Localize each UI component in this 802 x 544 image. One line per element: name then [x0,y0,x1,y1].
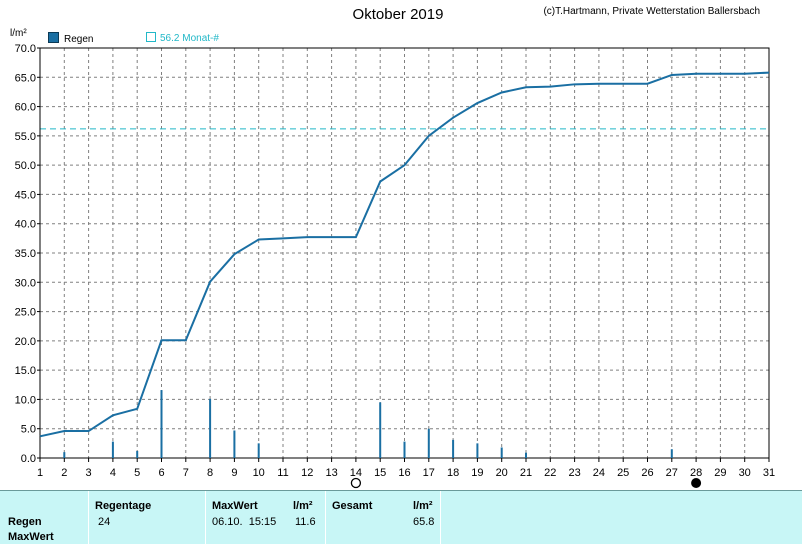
y-tick-label: 70.0 [15,43,36,55]
x-tick-label: 22 [544,467,556,479]
y-tick-label: 35.0 [15,248,36,260]
stats-maxwert-date: 06.10. 15:15 [212,516,277,528]
daily-rain-bar [257,443,260,458]
x-tick-label: 3 [86,467,92,479]
x-tick-label: 6 [158,467,164,479]
x-tick-label: 7 [183,467,189,479]
y-tick-label: 45.0 [15,189,36,201]
y-tick-label: 60.0 [15,102,36,114]
daily-rain-bar [500,447,503,458]
x-tick-label: 5 [134,467,140,479]
x-tick-label: 2 [61,467,67,479]
x-tick-label: 1 [37,467,43,479]
y-tick-label: 55.0 [15,131,36,143]
legend-swatch-monat [146,32,156,42]
y-tick-label: 15.0 [15,365,36,377]
x-tick-label: 16 [398,467,410,479]
stats-maxwert-value: 11.6 [295,516,316,528]
x-tick-label: 29 [714,467,726,479]
x-tick-label: 10 [253,467,265,479]
stats-divider [205,491,206,544]
rain-chart: 0.0 5.0 10.0 15.0 20.0 25.0 30.0 35.0 40.0 45.0 50… [15,43,775,489]
x-tick-label: 27 [666,467,678,479]
x-tick-label: 13 [325,467,337,479]
daily-rain-bar [452,439,455,458]
new-moon-marker [691,478,702,488]
daily-rain-bar [63,452,66,458]
x-tick-label: 18 [447,467,459,479]
legend-label-regen: Regen [64,34,94,45]
y-tick-label: 25.0 [15,307,36,319]
stats-header-maxwert-unit: l/m² [293,500,313,512]
x-tick-label: 9 [231,467,237,479]
daily-rain-bar [160,390,163,458]
y-tick-label: 20.0 [15,336,36,348]
daily-rain-bar [209,398,212,458]
legend-item-regen[interactable]: Regen [48,32,93,45]
stats-header-gesamt: Gesamt [332,500,373,512]
stats-divider [88,491,89,544]
x-tick-label: 23 [568,467,580,479]
stats-header-maxwert: MaxWert [212,500,258,512]
legend-item-monat[interactable]: 56.2 Monat-# [146,32,219,44]
daily-rain-bar [233,430,236,458]
x-tick-label: 11 [277,467,288,479]
x-tick-label: 28 [690,467,702,479]
daily-rain-bar [525,452,527,458]
x-tick-label: 4 [110,467,116,479]
x-tick-label: 15 [374,467,386,479]
stats-header-regentage: Regentage [95,500,152,512]
stats-regentage-value: 24 [98,516,111,528]
y-tick-label: 30.0 [15,277,36,289]
x-tick-label: 30 [739,467,751,479]
daily-rain-bar [670,449,673,458]
y-tick-label: 0.0 [21,453,36,465]
y-tick-label: 10.0 [15,394,36,406]
daily-rain-bar [403,441,406,458]
daily-rain-bar [379,402,382,458]
full-moon-marker [350,477,362,489]
x-tick-label: 25 [617,467,629,479]
x-tick-label: 20 [496,467,508,479]
x-tick-label: 14 [350,467,362,479]
y-tick-label: 65.0 [15,72,36,84]
legend-label-monat: 56.2 Monat-# [160,33,219,44]
stats-row-label-regen: Regen [8,516,42,528]
x-tick-label: 24 [593,467,605,479]
x-tick-label: 26 [641,467,653,479]
x-tick-label: 12 [301,467,313,479]
cumulative-rain-line [39,71,770,438]
y-tick-label: 5.0 [21,424,36,436]
copyright-label: (c)T.Hartmann, Private Wetterstation Bal… [543,6,760,17]
daily-rain-bar [136,450,139,458]
daily-rain-bar [476,443,479,458]
stats-row-label-maxwert: MaxWert [8,531,54,543]
daily-rain-bar [111,441,114,458]
legend-swatch-regen [48,32,59,43]
stats-divider [325,491,326,544]
x-tick-label: 17 [423,467,435,479]
daily-rain-bar [427,428,430,458]
stats-table: Regen MaxWert Regentage 24 MaxWert l/m² … [0,490,802,544]
y-axis-unit: l/m² [10,28,27,39]
y-tick-label: 50.0 [15,160,36,172]
stats-divider [440,491,441,544]
x-tick-label: 19 [471,467,483,479]
y-tick-label: 40.0 [15,219,36,231]
stats-header-gesamt-unit: l/m² [413,500,433,512]
chart-title: Oktober 2019 [352,6,444,23]
x-tick-label: 31 [763,467,775,479]
stats-gesamt-value: 65.8 [413,516,435,528]
x-tick-label: 21 [520,467,532,479]
x-tick-label: 8 [207,467,213,479]
